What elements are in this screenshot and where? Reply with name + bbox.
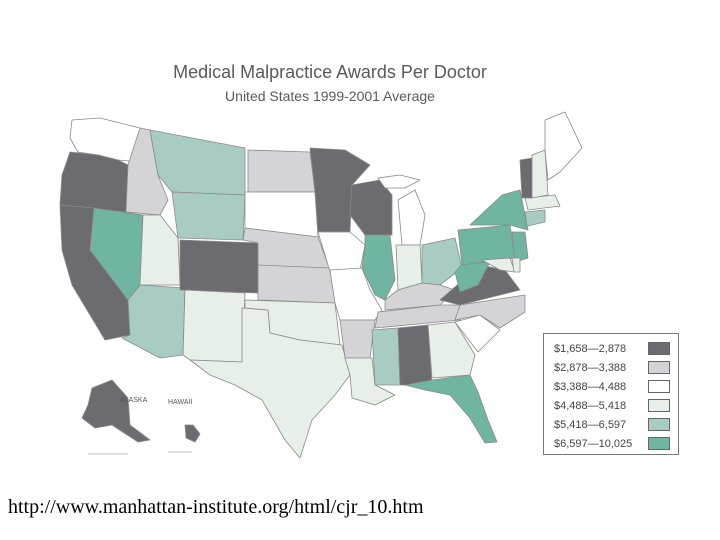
state-south-carolina [454, 314, 501, 353]
state-alabama [397, 324, 433, 386]
legend-swatch [648, 380, 670, 393]
state-new-hampshire [531, 149, 549, 199]
state-kansas [257, 264, 336, 304]
legend-label: $1,658—2,878 [554, 342, 627, 355]
map-subtitle: United States 1999-2001 Average [225, 88, 435, 104]
state-utah [139, 214, 181, 286]
state-new-jersey [511, 231, 529, 263]
state-connecticut [524, 209, 546, 227]
state-montana [149, 129, 246, 196]
state-maine [544, 111, 583, 181]
legend-row: $4,488—5,418 [544, 396, 678, 415]
legend-swatch [648, 418, 670, 431]
state-new-york [469, 189, 529, 231]
legend-swatch [648, 437, 670, 450]
state-wyoming [171, 191, 246, 241]
state-north-carolina [454, 294, 526, 329]
state-illinois [361, 234, 396, 301]
legend-label: $2,878—3,388 [554, 361, 627, 374]
legend-row: $5,418—6,597 [544, 415, 678, 434]
hawaii-label: HAWAII [168, 399, 192, 406]
legend-label: $3,388—4,488 [554, 380, 627, 393]
legend-swatch [648, 342, 670, 355]
state-texas [189, 307, 351, 459]
state-kentucky [384, 282, 456, 311]
legend-label: $6,597—10,025 [554, 437, 633, 450]
state-florida [404, 374, 498, 444]
map-title: Medical Malpractice Awards Per Doctor [173, 62, 487, 82]
alaska-label: ALASKA [120, 397, 148, 404]
state-indiana [395, 244, 423, 291]
state-georgia [427, 321, 476, 379]
state-mississippi [371, 327, 401, 386]
legend-row: $2,878—3,388 [544, 358, 678, 377]
legend-label: $5,418—6,597 [554, 418, 627, 431]
legend-label: $4,488—5,418 [554, 399, 627, 412]
source-url: http://www.manhattan-institute.org/html/… [8, 496, 424, 518]
legend: $1,658—2,878 $2,878—3,388 $3,388—4,488 $4,4… [543, 333, 679, 455]
alaska-scale-bar [88, 451, 192, 455]
legend-row: $1,658—2,878 [544, 339, 678, 358]
state-massachusetts [524, 194, 561, 211]
state-vermont [519, 157, 533, 199]
state-colorado [179, 239, 259, 294]
state-michigan [397, 189, 426, 246]
state-arkansas [339, 319, 376, 359]
state-new-mexico [182, 289, 246, 363]
state-north-dakota [247, 149, 316, 193]
state-arizona [121, 284, 186, 359]
state-delaware [511, 257, 521, 273]
state-hawaii [184, 424, 201, 443]
state-oregon [59, 151, 129, 213]
state-michigan-upper [377, 174, 421, 189]
legend-swatch [648, 399, 670, 412]
legend-row: $6,597—10,025 [544, 434, 678, 453]
state-alaska [81, 379, 151, 443]
legend-row: $3,388—4,488 [544, 377, 678, 396]
state-louisiana [344, 357, 396, 406]
state-ohio [421, 237, 463, 286]
legend-swatch [648, 361, 670, 374]
